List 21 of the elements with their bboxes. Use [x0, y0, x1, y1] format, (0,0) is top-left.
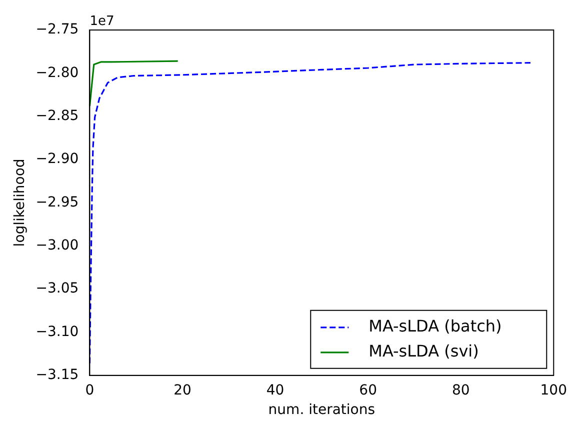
y-tick-label: −2.75 [36, 22, 79, 38]
x-tick-label: 40 [266, 382, 284, 398]
y-tick-label: −2.95 [36, 194, 79, 210]
y-tick-label: −2.85 [36, 108, 79, 124]
legend-label: MA-sLDA (svi) [368, 342, 479, 361]
text: 1e7 [90, 14, 114, 29]
y-tick-label: −3.10 [36, 324, 79, 340]
x-tick-label: 100 [540, 382, 568, 398]
y-tick-label: −3.00 [36, 238, 79, 254]
y-tick-label: −3.05 [36, 280, 79, 297]
x-tick-label: 0 [85, 382, 94, 398]
y-tick-label: −2.90 [36, 151, 79, 168]
x-tick-label: 20 [174, 382, 192, 398]
y-axis-title: loglikelihood [12, 158, 28, 247]
x-axis-title: num. iterations [268, 402, 376, 418]
x-tick-label: 80 [452, 382, 470, 398]
legend-label: MA-sLDA (batch) [368, 316, 502, 336]
line-series [90, 62, 532, 364]
y-tick-label: −2.80 [36, 64, 79, 81]
y-tick-label: −3.15 [36, 367, 79, 384]
x-tick-label: 60 [359, 382, 377, 398]
